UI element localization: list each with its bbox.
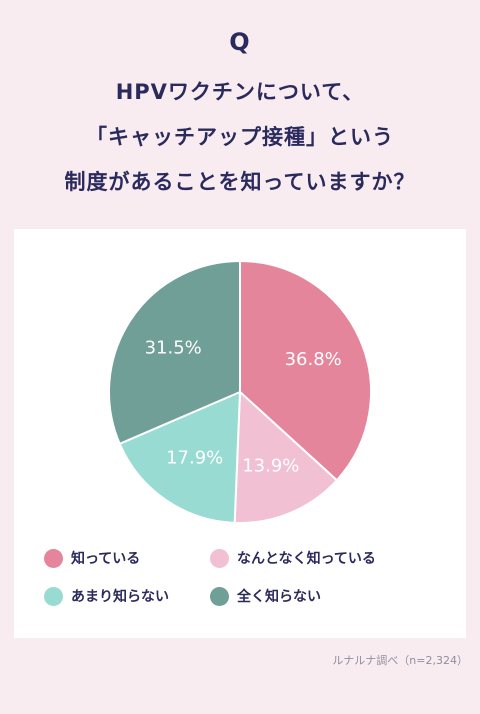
chart-card: 36.8% 13.9% 17.9% 31.5% [14,229,466,638]
legend-swatch [210,586,229,606]
legend-swatch [44,548,63,568]
source-note: ルナルナ調べ（n=2,324） [332,654,468,667]
title-line: 制度があることを知っていますか？ [64,170,416,194]
legend-label: あまり知らない [71,589,169,605]
pie-slice [108,259,241,446]
legend-label: 知っている [71,551,141,567]
legend-label: 全く知らない [237,589,321,605]
legend-item-mattaku: 全く知らない [210,586,430,606]
slice-value-label: 36.8% [285,349,342,370]
legend-label: なんとなく知っている [237,551,376,567]
slice-value-label: 13.9% [242,455,299,476]
question-mark: Q [229,28,251,56]
legend-swatch [44,586,63,606]
legend-item-amari: あまり知らない [44,586,210,606]
pie-slice [239,259,372,482]
chart-legend: 知っている なんとなく知っている あまり知らない 全く知らない [44,548,444,606]
pie-chart: 36.8% 13.9% 17.9% 31.5% [108,259,372,524]
pie-slice [118,390,242,524]
legend-swatch [210,548,229,568]
title-line: 「キャッチアップ接種」という [86,125,394,149]
slice-value-label: 17.9% [166,447,223,468]
slice-value-label: 31.5% [145,338,202,359]
legend-item-nantonaku: なんとなく知っている [210,548,430,568]
question-title: HPVワクチンについて、 「キャッチアップ接種」という 制度があることを知ってい… [0,70,480,205]
pie-slice [233,389,339,524]
legend-item-shitteiru: 知っている [44,548,210,568]
title-line: HPVワクチンについて、 [115,80,365,104]
